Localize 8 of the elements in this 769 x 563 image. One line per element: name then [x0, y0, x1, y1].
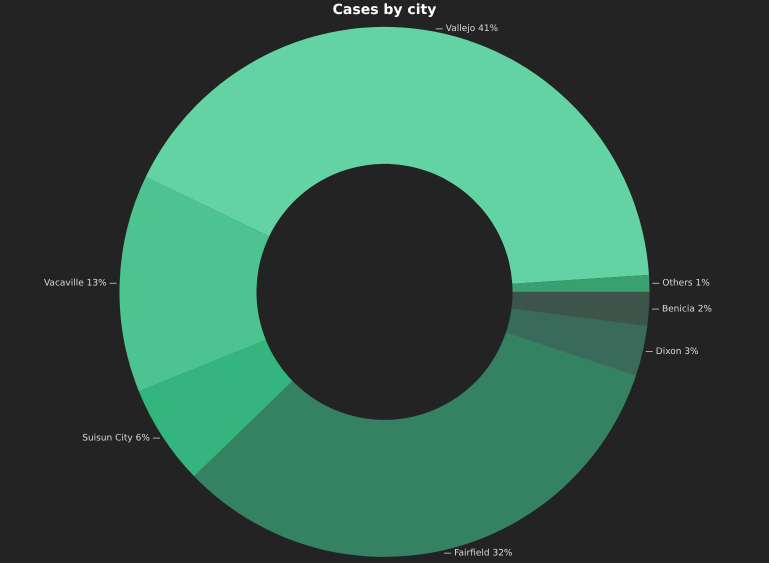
slice-label: Benicia 2% [662, 304, 712, 314]
slice-label: Dixon 3% [656, 346, 700, 357]
chart-title: Cases by city [332, 2, 436, 18]
slice-label: Suisun City 6% [82, 433, 150, 444]
slice-label: Vacaville 13% [44, 278, 108, 289]
slice-label: Vallejo 41% [446, 24, 499, 34]
slice-label: Fairfield 32% [454, 548, 513, 559]
slice-label: Others 1% [662, 278, 710, 289]
